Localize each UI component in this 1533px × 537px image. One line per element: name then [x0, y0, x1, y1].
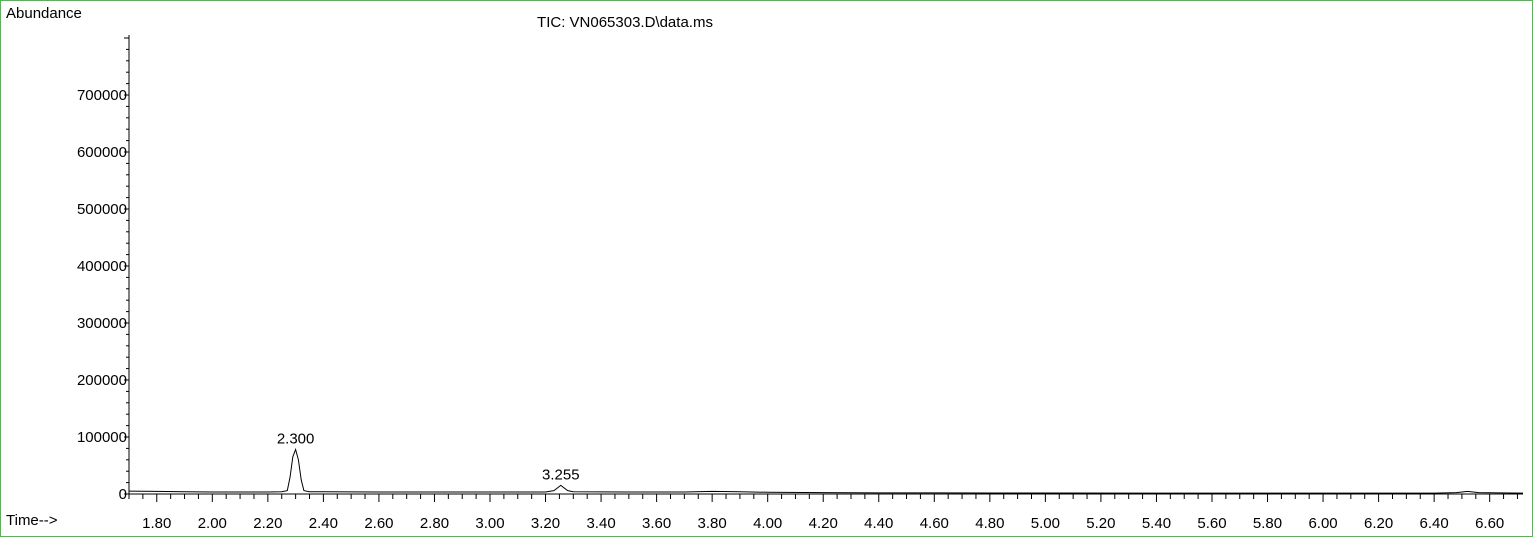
y-tick-label: 600000	[77, 144, 127, 161]
peak-label: 2.300	[277, 431, 315, 448]
x-tick-label: 6.20	[1364, 515, 1393, 532]
x-tick-label: 2.00	[198, 515, 227, 532]
y-tick-label: 100000	[77, 429, 127, 446]
x-tick-label: 2.80	[420, 515, 449, 532]
x-tick-label: 4.00	[753, 515, 782, 532]
x-tick-label: 3.40	[586, 515, 615, 532]
x-tick-label: 1.80	[142, 515, 171, 532]
x-tick-label: 5.00	[1031, 515, 1060, 532]
x-tick-label: 5.40	[1142, 515, 1171, 532]
y-tick-label: 0	[119, 486, 127, 503]
tic-trace-line	[128, 447, 1524, 494]
x-tick-label: 6.60	[1475, 515, 1504, 532]
x-tick-label: 4.40	[864, 515, 893, 532]
x-tick-label: 2.20	[253, 515, 282, 532]
y-tick-label: 700000	[77, 87, 127, 104]
x-tick-label: 4.80	[975, 515, 1004, 532]
x-tick-label: 2.60	[364, 515, 393, 532]
x-tick-label: 3.60	[642, 515, 671, 532]
x-tick-label: 3.80	[698, 515, 727, 532]
y-axis-label: Abundance	[6, 5, 82, 22]
x-tick-label: 6.40	[1420, 515, 1449, 532]
x-tick-label: 3.20	[531, 515, 560, 532]
chart-title: TIC: VN065303.D\data.ms	[537, 14, 713, 31]
y-tick-label: 300000	[77, 315, 127, 332]
x-tick-label: 5.80	[1253, 515, 1282, 532]
x-tick-label: 3.00	[475, 515, 504, 532]
y-tick-label: 500000	[77, 201, 127, 218]
x-tick-label: 4.60	[920, 515, 949, 532]
x-tick-label: 4.20	[809, 515, 838, 532]
y-tick-label: 400000	[77, 258, 127, 275]
x-tick-label: 5.60	[1197, 515, 1226, 532]
x-tick-label: 5.20	[1086, 515, 1115, 532]
peak-label: 3.255	[542, 466, 580, 483]
y-tick-label: 200000	[77, 372, 127, 389]
x-axis-label: Time-->	[6, 512, 58, 529]
x-tick-label: 2.40	[309, 515, 338, 532]
x-tick-label: 6.00	[1308, 515, 1337, 532]
